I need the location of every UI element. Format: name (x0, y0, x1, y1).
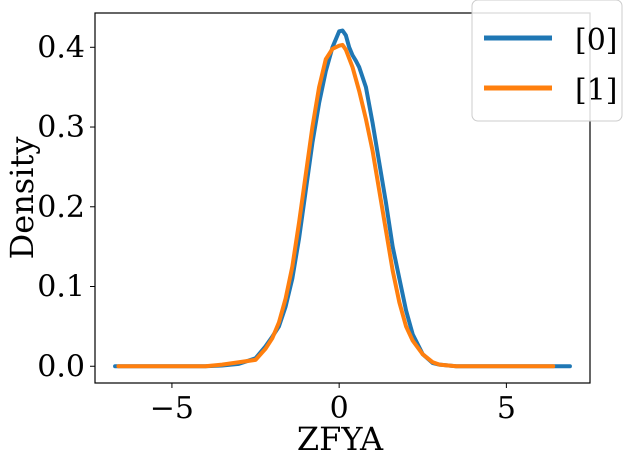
legend-box (471, 0, 623, 122)
x-tick-label: −5 (150, 391, 194, 426)
legend-label-0: [0] (575, 23, 618, 58)
y-tick-label: 0.1 (37, 270, 85, 305)
y-tick-label: 0.4 (37, 30, 85, 65)
series-line-1 (116, 42, 556, 369)
y-tick-label: 0.3 (37, 110, 85, 145)
legend: [0] [1] (471, 0, 623, 122)
series-layer (113, 28, 572, 369)
x-axis-title: ZFYA (297, 420, 384, 458)
x-tick-label: 0 (330, 391, 349, 426)
y-axis-title: Density (3, 137, 41, 260)
legend-label-1: [1] (575, 73, 618, 108)
y-tick-label: 0.0 (37, 349, 85, 384)
ticks-layer: −5 0 5 0.0 0.1 0.2 0.3 0.4 (37, 30, 516, 426)
plot-frame (94, 12, 591, 384)
x-tick-label: 5 (497, 391, 516, 426)
y-tick-label: 0.2 (37, 190, 85, 225)
